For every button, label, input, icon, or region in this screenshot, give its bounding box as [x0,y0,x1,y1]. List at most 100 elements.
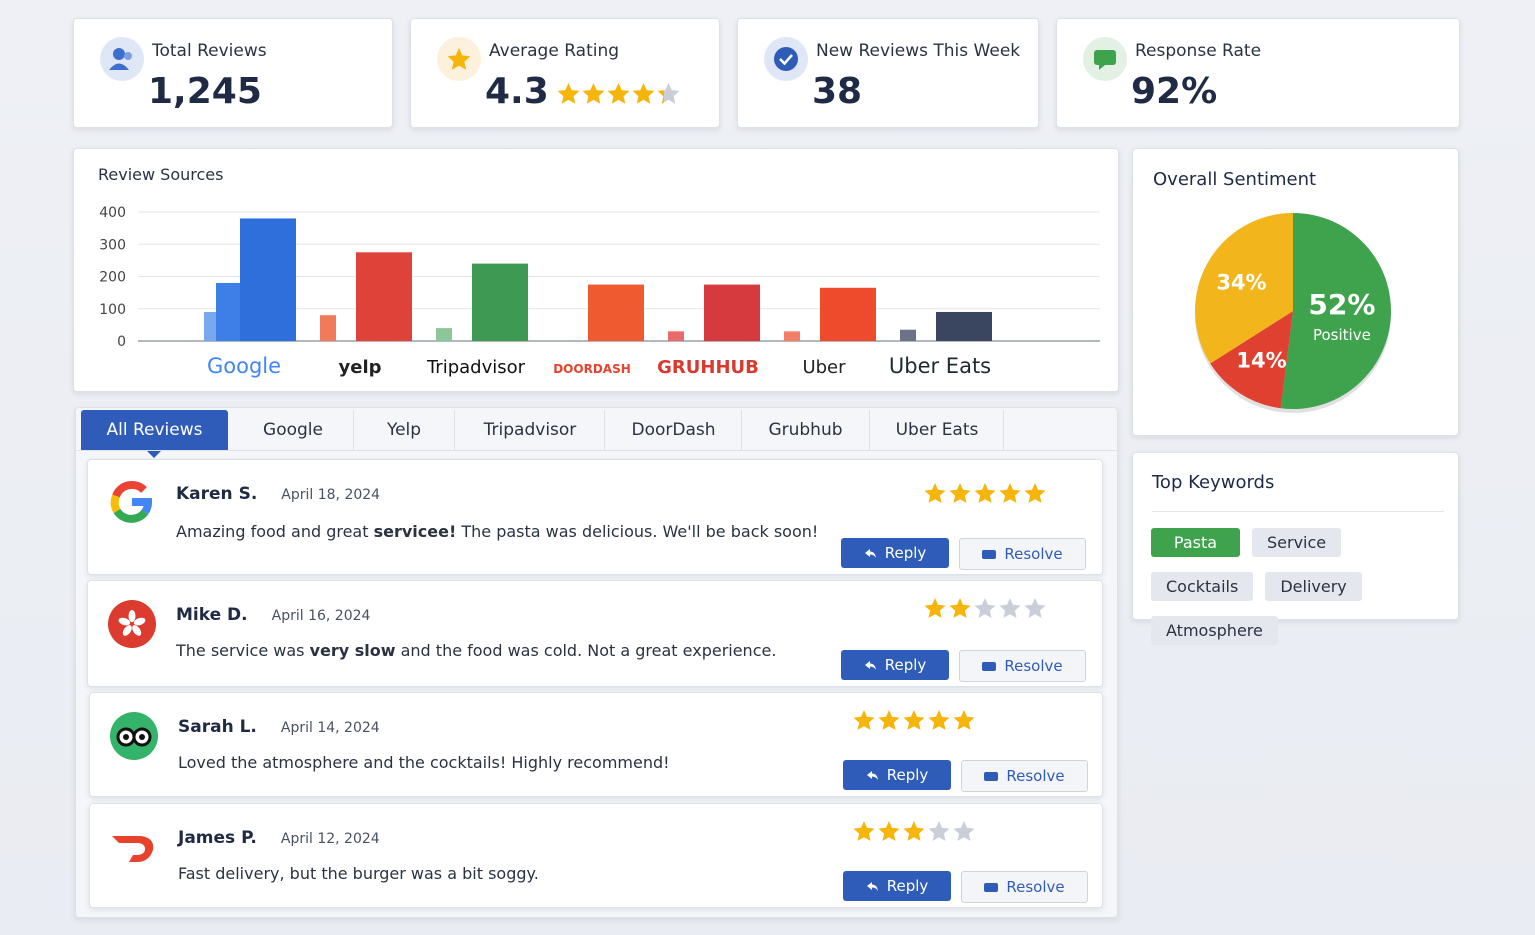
kpi-label: Total Reviews [152,41,267,61]
star [949,483,971,503]
keyword-list: Pasta Service Cocktails Delivery Atmosphere [1151,528,1451,645]
reply-icon [866,770,878,780]
star [582,83,605,104]
resolve-button[interactable]: Resolve [959,538,1086,570]
icon-glyph [132,498,152,515]
reply-label: Reply [886,766,929,784]
keyword-chip[interactable]: Atmosphere [1151,616,1278,645]
bar [900,329,916,341]
y-tick-label: 300 [99,237,126,253]
resolve-button[interactable]: Resolve [959,650,1086,682]
review-text: The service was very slow and the food w… [176,641,776,660]
pie-category-label: Positive [1313,326,1371,344]
resolve-icon [984,882,999,892]
kpi-card: Total Reviews 1,245 [73,18,393,128]
icon-glyph [110,494,121,514]
review-text-part: Loved the atmosphere and the cocktails! … [178,753,670,772]
kpi-label: New Reviews This Week [816,41,1021,61]
source-icon [110,712,158,760]
bar [472,263,528,341]
tab-active[interactable]: All Reviews [81,410,228,450]
kpi-value-row: 92% [1131,71,1217,112]
reviewer-name: Mike D. [176,605,248,625]
icon-glyph [133,617,146,626]
kpi-icon [437,37,481,81]
icon-glyph [779,54,793,66]
pie-value-label: 14% [1236,349,1286,373]
tab[interactable]: Yelp [354,410,455,450]
icon-glyph [113,508,149,523]
bar [784,331,800,341]
review-date: April 18, 2024 [281,487,381,503]
resolve-icon [984,771,999,781]
resolve-button[interactable]: Resolve [961,871,1088,903]
star [878,710,900,730]
review-text-part: very slow [309,641,396,660]
icon-glyph [866,770,878,780]
tab[interactable]: DoorDash [606,410,742,450]
tab[interactable]: Uber Eats [871,410,1004,450]
star-rating [853,821,975,841]
reply-button[interactable]: Reply [841,538,949,568]
review-text-part: Amazing food and great [176,522,374,541]
tab[interactable]: Google [233,410,354,450]
keywords-title: Top Keywords [1152,472,1275,493]
icon-bg [108,600,156,648]
y-tick-label: 400 [99,205,126,221]
icon-glyph [128,610,136,622]
review-text-part: The service was [176,641,310,660]
source-icon [112,836,154,862]
reply-icon [866,881,878,891]
review-text: Amazing food and great servicee! The pas… [176,522,818,541]
x-tick-label: DOORDASH [553,362,631,376]
icon-glyph [132,625,142,636]
chart-panel: Review Sources 0 100 200 300 400 Google yelp Tri… [73,148,1119,392]
icon-glyph [109,63,129,70]
star [953,821,975,841]
resolve-label: Resolve [1006,767,1065,785]
reply-button[interactable]: Reply [841,650,949,680]
star [853,821,875,841]
bar [320,315,336,341]
pie-slice [1210,311,1293,409]
reply-label: Reply [884,544,927,562]
icon-glyph [864,660,876,670]
x-tick-label: Tripadvisor [426,357,526,378]
review-card: Sarah L. April 14, 2024 Loved the atmosphe… [89,692,1103,797]
keyword-chip[interactable]: Cocktails [1151,572,1254,601]
review-card: James P. April 12, 2024 Fast delivery, but… [89,803,1103,908]
icon-glyph [118,617,131,626]
icon-glyph [122,625,132,636]
keywords-panel: Top Keywords Pasta Service Cocktails Deliver… [1132,452,1459,645]
bar-chart: 0 100 200 300 400 Google yelp Tripadvisor DOORDA… [99,205,1100,378]
reply-button[interactable]: Reply [843,760,951,790]
icon-glyph [982,661,997,671]
icon-glyph [139,734,145,740]
keyword-chip[interactable]: Service [1252,528,1342,557]
reviewer-name: Sarah L. [178,717,257,737]
resolve-button[interactable]: Resolve [961,760,1088,792]
reply-label: Reply [884,656,927,674]
icon-glyph [864,548,876,558]
star [557,83,580,104]
bar [356,252,412,341]
icon-glyph [1094,50,1116,65]
reviewer-name: Karen S. [176,484,258,504]
icon-glyph [113,48,125,60]
icon-glyph [112,836,154,862]
keyword-chip[interactable]: Pasta [1151,528,1240,557]
pie-slice [1195,213,1293,364]
review-text-part: servicee! [373,522,457,541]
reply-button[interactable]: Reply [843,871,951,901]
icon-glyph [774,47,798,71]
star [903,710,925,730]
keyword-chip[interactable]: Delivery [1265,572,1362,601]
star [974,598,996,618]
source-icon [108,600,156,648]
tab[interactable]: Grubhub [742,410,870,450]
kpi-icon [100,37,144,81]
bar [704,284,760,341]
tab[interactable]: Tripadvisor [456,410,605,450]
star [903,821,925,841]
tab-pointer [146,450,162,458]
